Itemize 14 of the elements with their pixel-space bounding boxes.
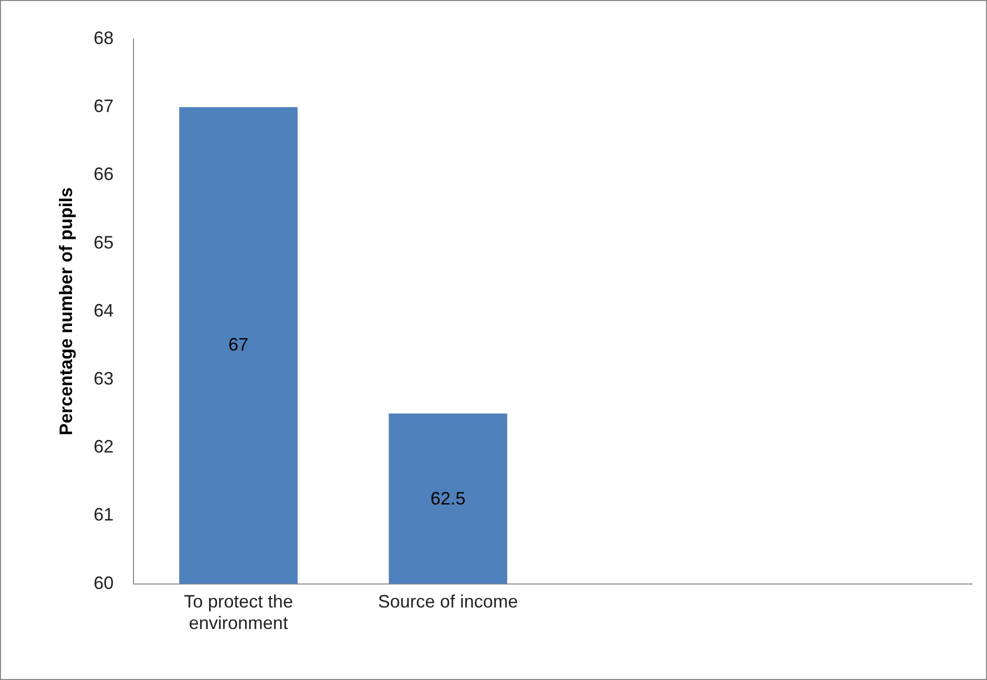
y-tick-label: 61 <box>94 504 114 525</box>
y-tick-label: 62 <box>94 436 114 457</box>
y-tick-label: 65 <box>94 232 114 252</box>
y-axis-title: Percentage number of pupils <box>56 187 76 436</box>
y-tick-label: 64 <box>94 300 114 320</box>
data-label: 62.5 <box>430 488 466 510</box>
y-tick-label: 63 <box>94 368 114 388</box>
x-tick-label: To protect the environment <box>184 592 293 634</box>
data-label: 67 <box>228 334 248 356</box>
y-tick-label: 60 <box>94 572 114 593</box>
y-tick-label: 68 <box>94 28 114 48</box>
x-tick-label: Source of income <box>378 592 518 612</box>
y-tick-label: 66 <box>94 164 114 184</box>
y-tick-label: 67 <box>94 96 114 116</box>
